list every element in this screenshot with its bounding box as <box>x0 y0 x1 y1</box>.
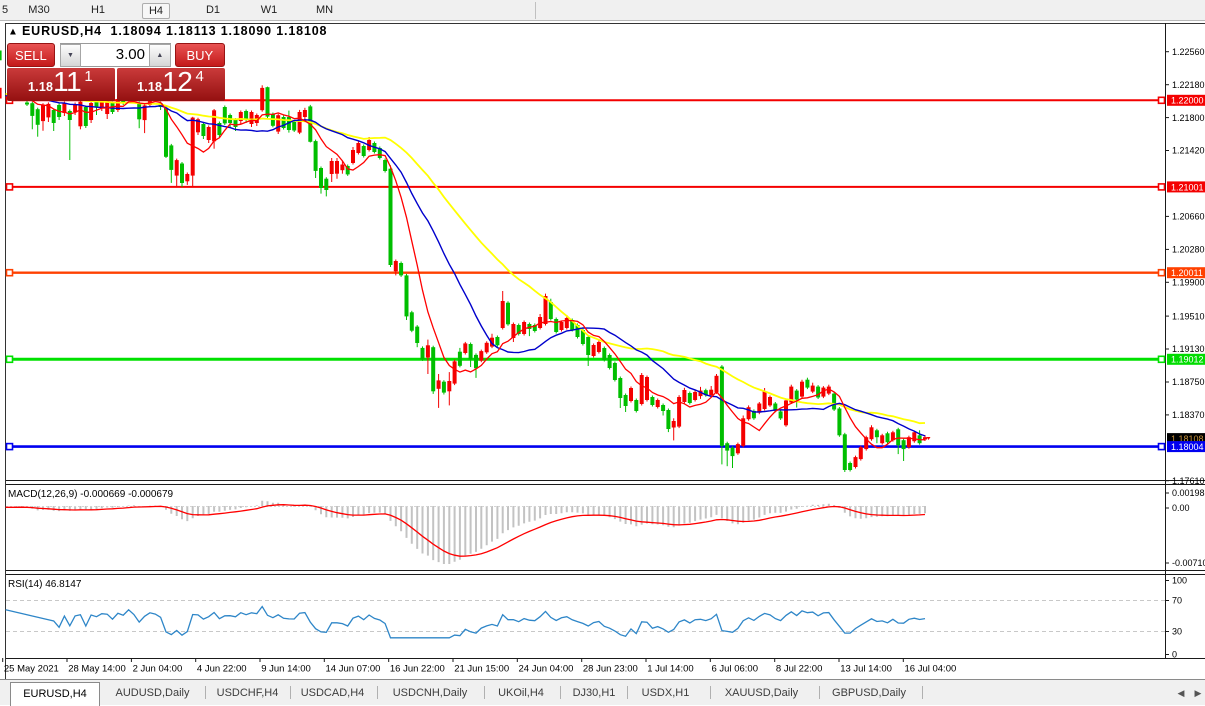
svg-text:28 May 14:00: 28 May 14:00 <box>68 664 126 675</box>
svg-text:2 Jun 04:00: 2 Jun 04:00 <box>133 664 183 675</box>
svg-text:0.001988: 0.001988 <box>1172 488 1205 498</box>
svg-text:21 Jun 15:00: 21 Jun 15:00 <box>454 664 509 675</box>
svg-text:1.19130: 1.19130 <box>1172 344 1205 354</box>
svg-text:1.18108: 1.18108 <box>1171 434 1204 444</box>
svg-text:1.21800: 1.21800 <box>1172 113 1205 123</box>
svg-text:1.22000: 1.22000 <box>1171 96 1204 106</box>
svg-text:1.19900: 1.19900 <box>1172 278 1205 288</box>
svg-text:1.20280: 1.20280 <box>1172 245 1205 255</box>
svg-text:1.19510: 1.19510 <box>1172 311 1205 321</box>
svg-text:1.20660: 1.20660 <box>1172 212 1205 222</box>
svg-text:13 Jul 14:00: 13 Jul 14:00 <box>840 664 892 675</box>
svg-text:30: 30 <box>1172 627 1182 637</box>
svg-text:1.18750: 1.18750 <box>1172 377 1205 387</box>
svg-text:▲: ▲ <box>8 27 18 38</box>
svg-text:25 May 2021: 25 May 2021 <box>4 664 59 675</box>
svg-text:1.21001: 1.21001 <box>1171 182 1204 192</box>
svg-text:1.18370: 1.18370 <box>1172 410 1205 420</box>
svg-text:EURUSD,H4 1.18094 1.18113 1.1: EURUSD,H4 1.18094 1.18113 1.18090 1.1810… <box>22 24 327 38</box>
svg-text:28 Jun 23:00: 28 Jun 23:00 <box>583 664 638 675</box>
svg-text:4 Jun 22:00: 4 Jun 22:00 <box>197 664 247 675</box>
svg-text:MACD(12,26,9) -0.000669 -0.000: MACD(12,26,9) -0.000669 -0.000679 <box>8 489 174 500</box>
svg-text:24 Jun 04:00: 24 Jun 04:00 <box>519 664 574 675</box>
svg-text:9 Jun 14:00: 9 Jun 14:00 <box>261 664 311 675</box>
svg-text:8 Jul 22:00: 8 Jul 22:00 <box>776 664 822 675</box>
svg-text:70: 70 <box>1172 596 1182 606</box>
svg-text:1.22560: 1.22560 <box>1172 47 1205 57</box>
svg-text:-0.00710: -0.00710 <box>1172 558 1205 568</box>
svg-text:16 Jul 04:00: 16 Jul 04:00 <box>905 664 957 675</box>
svg-text:RSI(14) 46.8147: RSI(14) 46.8147 <box>8 579 82 590</box>
svg-text:1.18004: 1.18004 <box>1171 442 1204 452</box>
svg-text:1.22180: 1.22180 <box>1172 80 1205 90</box>
svg-text:0: 0 <box>1172 650 1177 660</box>
svg-text:16 Jun 22:00: 16 Jun 22:00 <box>390 664 445 675</box>
svg-text:1.19012: 1.19012 <box>1171 355 1204 365</box>
svg-text:1 Jul 14:00: 1 Jul 14:00 <box>647 664 693 675</box>
svg-text:6 Jul 06:00: 6 Jul 06:00 <box>712 664 758 675</box>
svg-text:1.20011: 1.20011 <box>1171 268 1203 278</box>
svg-text:1.21420: 1.21420 <box>1172 146 1205 156</box>
svg-text:1.17610: 1.17610 <box>1172 476 1205 486</box>
svg-text:14 Jun 07:00: 14 Jun 07:00 <box>326 664 381 675</box>
svg-text:0.00: 0.00 <box>1172 503 1190 513</box>
svg-text:100: 100 <box>1172 576 1187 586</box>
